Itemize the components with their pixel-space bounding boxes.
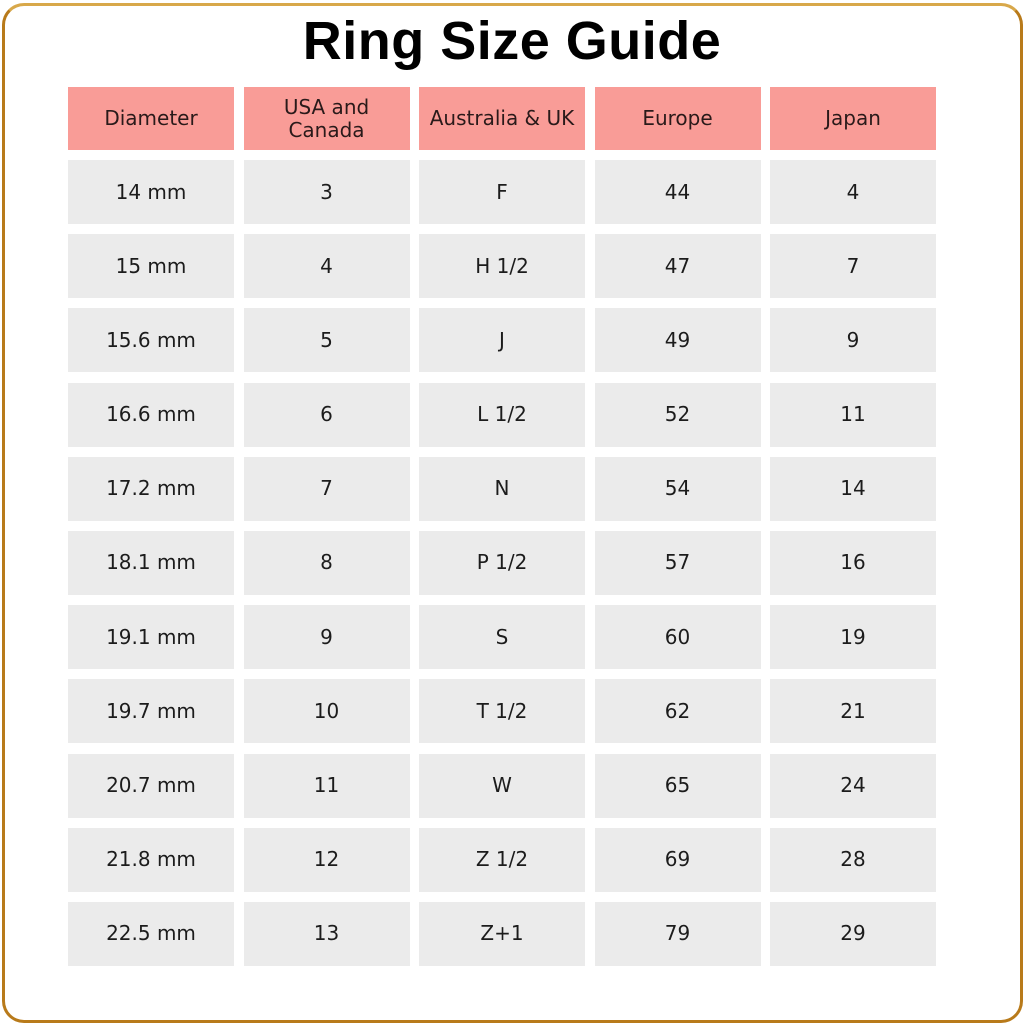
cell-australia-uk: Z 1/2 [419,827,585,892]
cell-australia-uk: J [419,308,585,373]
cell-australia-uk: F [419,160,585,224]
cell-japan: 16 [770,530,936,595]
cell-japan: 4 [770,160,936,224]
cell-japan: 14 [770,456,936,521]
cell-usa-canada: 11 [243,753,410,818]
cell-europe: 54 [594,456,761,521]
cell-australia-uk: W [419,753,585,818]
cell-australia-uk: L 1/2 [419,382,585,447]
cell-diameter: 19.7 mm [68,679,234,744]
column-header-europe: Europe [594,87,761,150]
cell-usa-canada: 3 [243,160,410,224]
cell-europe: 49 [594,308,761,373]
cell-diameter: 17.2 mm [68,456,234,521]
cell-diameter: 20.7 mm [68,753,234,818]
cell-usa-canada: 10 [243,679,410,744]
column-header-australia-uk: Australia & UK [419,87,585,150]
cell-japan: 28 [770,827,936,892]
cell-europe: 79 [594,901,761,966]
cell-japan: 24 [770,753,936,818]
column-header-usa-canada: USA and Canada [243,87,410,150]
cell-diameter: 15.6 mm [68,308,234,373]
cell-japan: 9 [770,308,936,373]
cell-australia-uk: S [419,605,585,670]
cell-diameter: 16.6 mm [68,382,234,447]
cell-australia-uk: P 1/2 [419,530,585,595]
cell-europe: 62 [594,679,761,744]
cell-usa-canada: 5 [243,308,410,373]
column-header-diameter: Diameter [68,87,234,150]
cell-usa-canada: 9 [243,605,410,670]
cell-europe: 65 [594,753,761,818]
cell-australia-uk: N [419,456,585,521]
cell-europe: 47 [594,234,761,299]
cell-japan: 29 [770,901,936,966]
gold-frame-border [2,3,1023,1023]
cell-diameter: 21.8 mm [68,827,234,892]
cell-usa-canada: 8 [243,530,410,595]
cell-diameter: 18.1 mm [68,530,234,595]
cell-japan: 7 [770,234,936,299]
cell-europe: 69 [594,827,761,892]
cell-diameter: 19.1 mm [68,605,234,670]
cell-europe: 57 [594,530,761,595]
cell-europe: 52 [594,382,761,447]
cell-usa-canada: 7 [243,456,410,521]
ring-size-table: Diameter USA and Canada Australia & UK Euro… [68,87,936,976]
cell-usa-canada: 13 [243,901,410,966]
cell-usa-canada: 12 [243,827,410,892]
cell-usa-canada: 4 [243,234,410,299]
cell-australia-uk: T 1/2 [419,679,585,744]
page-title: Ring Size Guide [302,11,722,71]
cell-australia-uk: H 1/2 [419,234,585,299]
column-header-japan: Japan [770,87,936,150]
cell-diameter: 22.5 mm [68,901,234,966]
cell-diameter: 15 mm [68,234,234,299]
cell-europe: 60 [594,605,761,670]
cell-japan: 19 [770,605,936,670]
cell-europe: 44 [594,160,761,224]
cell-japan: 21 [770,679,936,744]
cell-australia-uk: Z+1 [419,901,585,966]
cell-usa-canada: 6 [243,382,410,447]
cell-diameter: 14 mm [68,160,234,224]
cell-japan: 11 [770,382,936,447]
